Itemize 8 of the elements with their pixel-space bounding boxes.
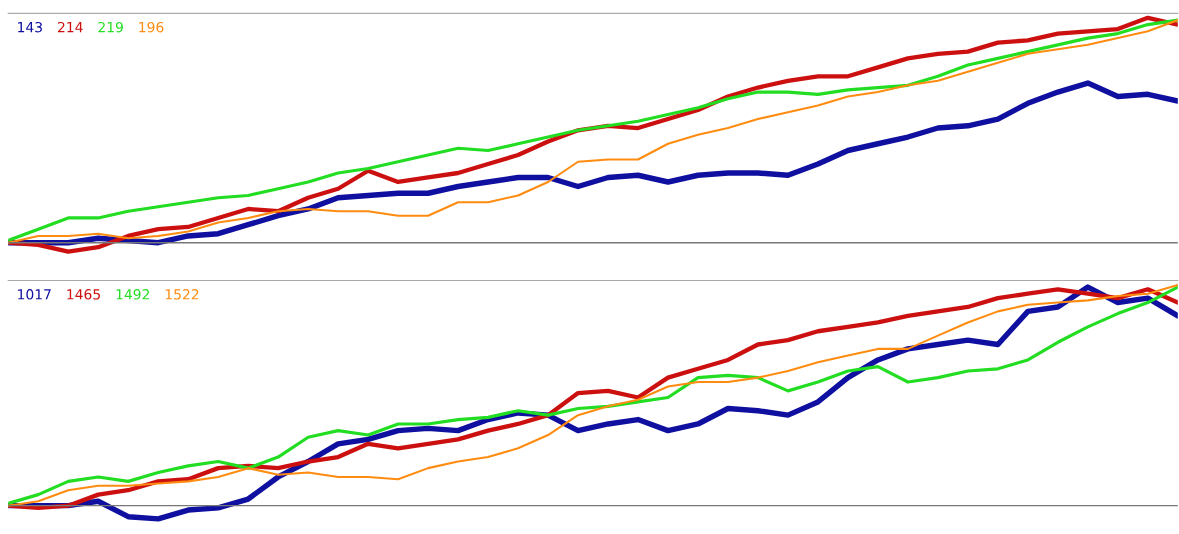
text: 196 [139, 21, 164, 33]
text: 1492 [116, 289, 150, 300]
text: 214 [58, 21, 83, 33]
text: 219 [98, 21, 123, 33]
text: 1465 [67, 289, 100, 300]
text: 1522 [165, 289, 199, 300]
text: 143 [18, 21, 42, 33]
text: 1017 [18, 289, 51, 300]
